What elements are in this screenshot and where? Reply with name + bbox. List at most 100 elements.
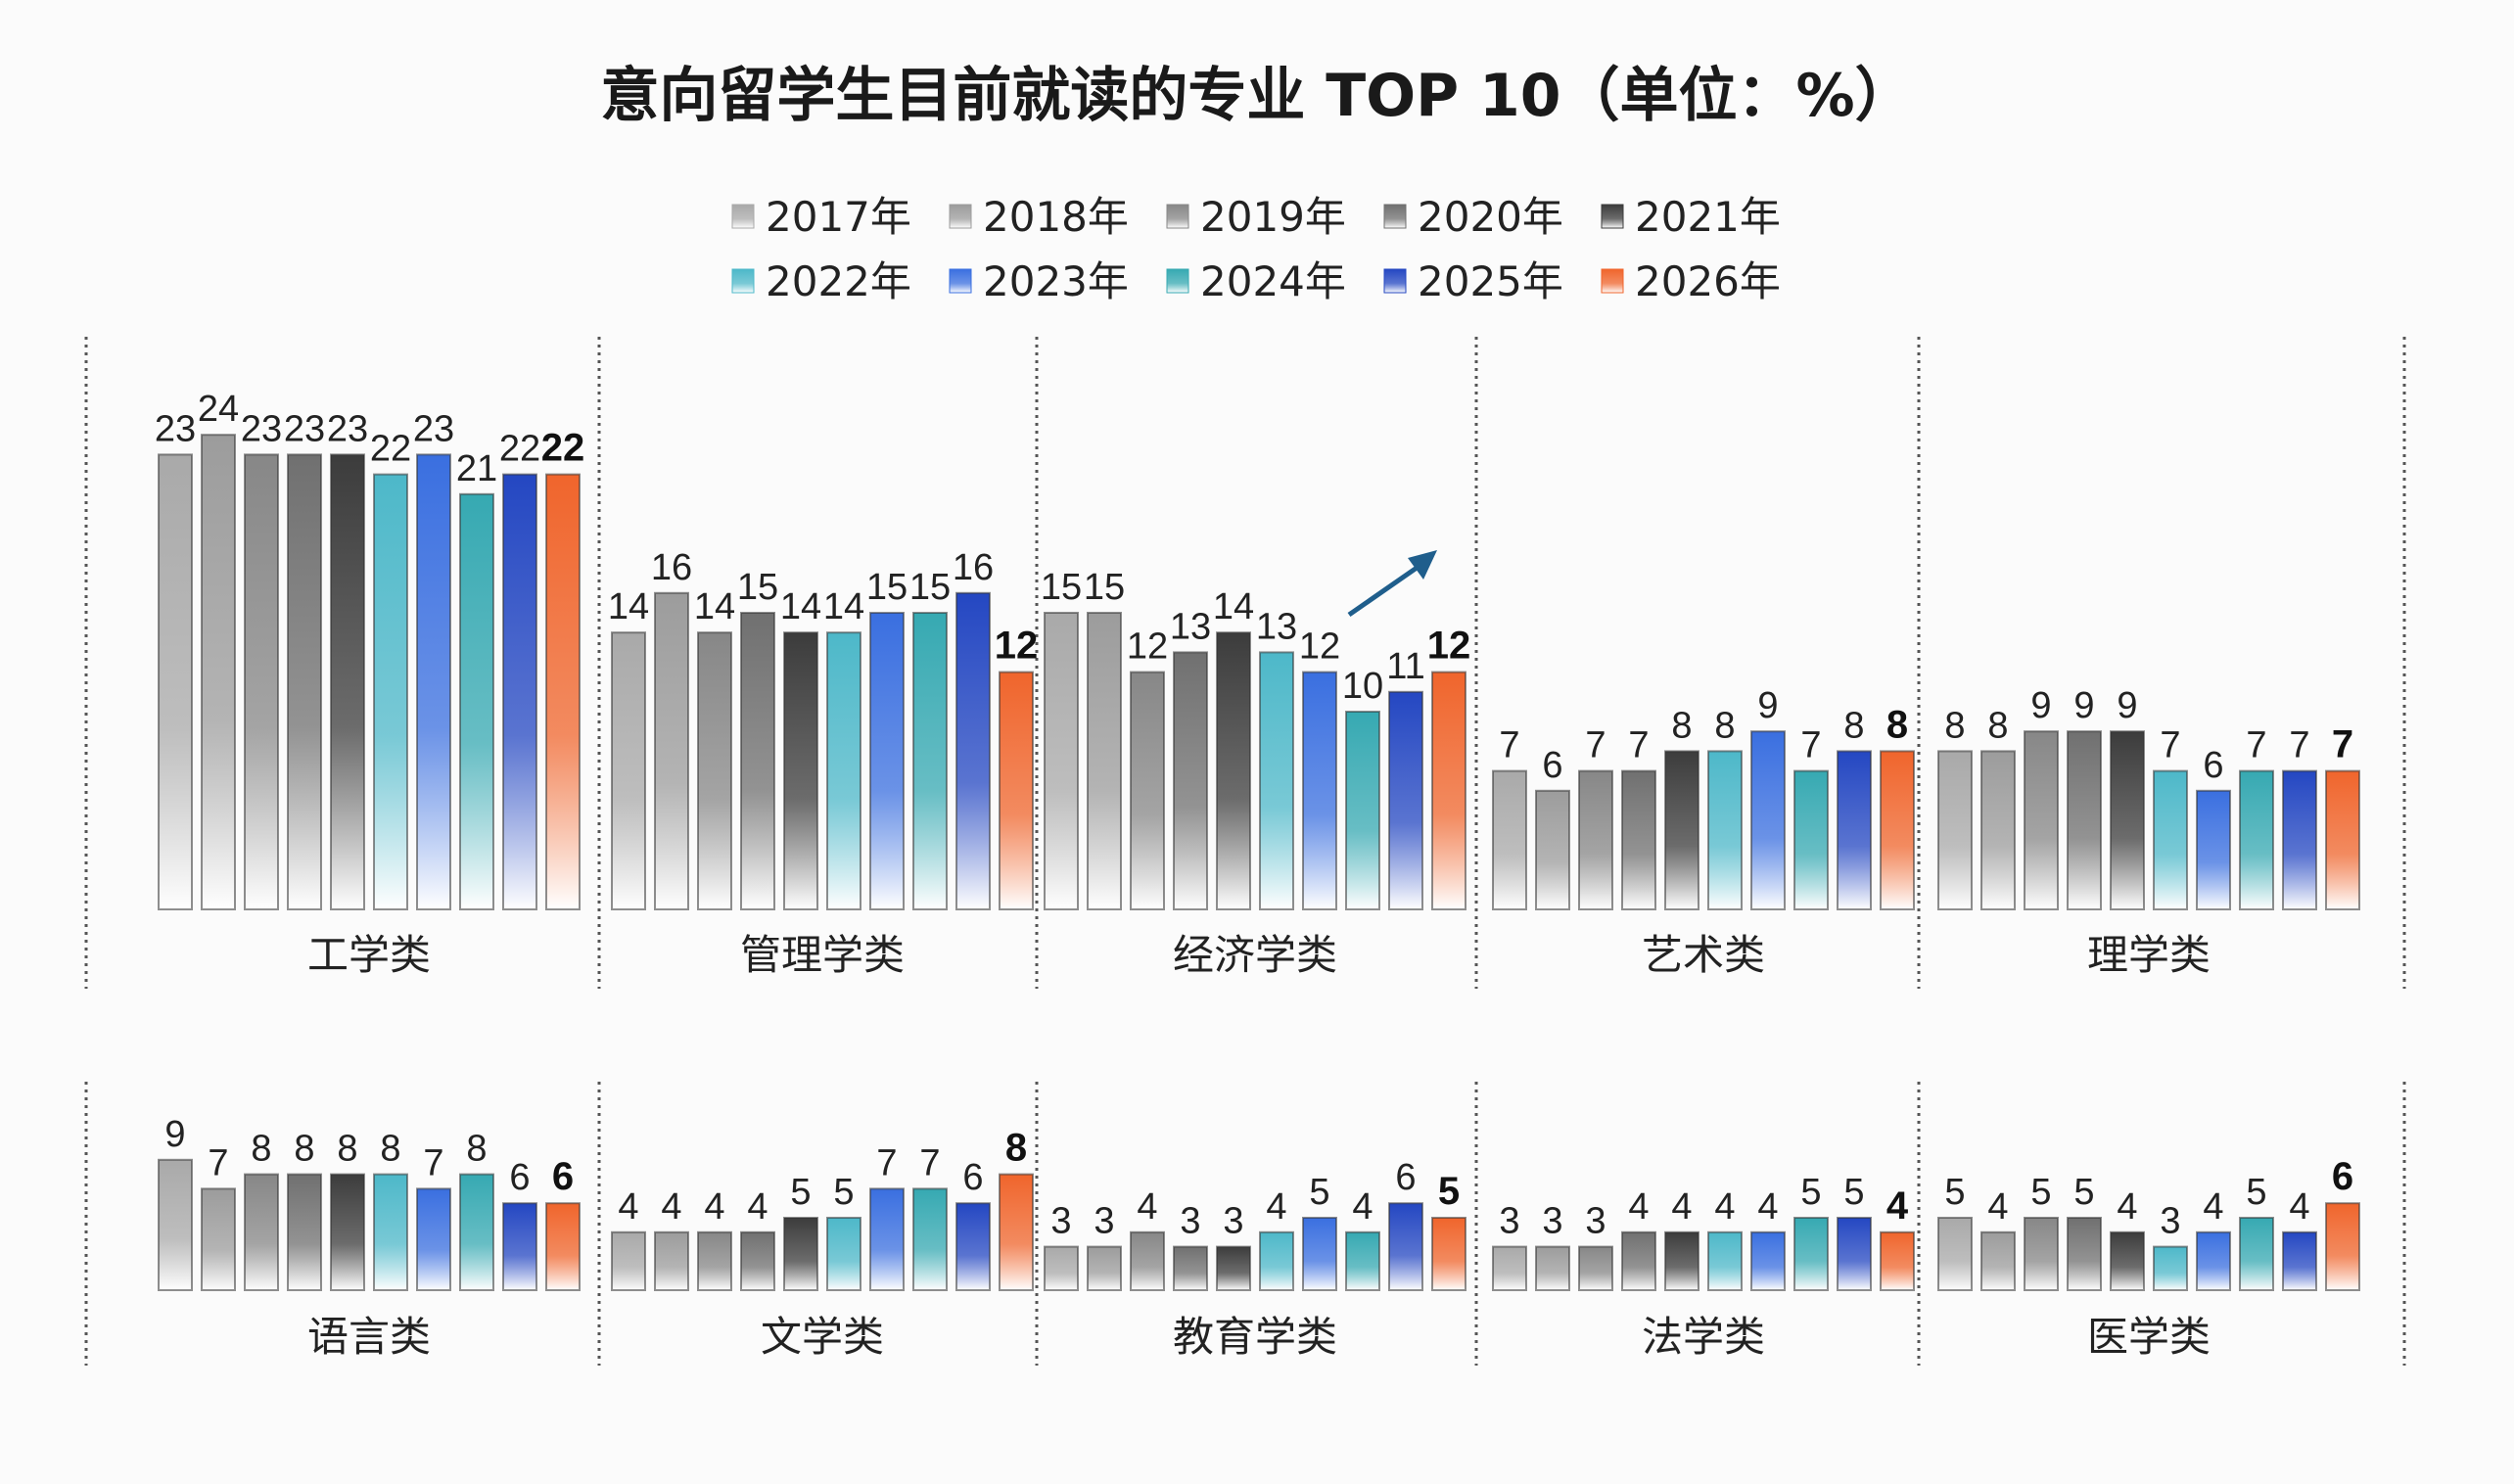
- data-label: 9: [2030, 685, 2051, 726]
- bar-2020年: [740, 612, 775, 910]
- legend-label: 2026年: [1635, 257, 1781, 305]
- bar-2020年: [1173, 651, 1208, 911]
- data-label: 14: [1213, 586, 1254, 627]
- bar-2019年: [2024, 730, 2059, 911]
- bar-2024年: [459, 492, 494, 910]
- data-label: 23: [155, 408, 196, 449]
- legend-swatch: [731, 204, 755, 229]
- legend-swatch: [949, 268, 972, 294]
- data-label: 14: [608, 586, 649, 627]
- data-label: 4: [1987, 1186, 2008, 1228]
- legend-swatch: [1601, 268, 1624, 294]
- data-label: 5: [2246, 1172, 2266, 1213]
- data-label: 12: [1427, 625, 1471, 668]
- bar-2017年: [1044, 612, 1079, 910]
- data-label: 4: [704, 1186, 724, 1228]
- legend: 2017年 2018年 2019年 2020年 2021年 2022年 2023年 2024年…: [731, 193, 1781, 305]
- category-label: 理学类: [2087, 931, 2211, 979]
- legend-label: 2024年: [1200, 257, 1346, 305]
- data-label: 22: [541, 427, 585, 470]
- bar-2024年: [1793, 1217, 1829, 1291]
- bar-2025年: [1388, 1202, 1423, 1291]
- legend-item: 2018年: [949, 193, 1129, 241]
- data-label: 8: [1005, 1127, 1027, 1170]
- legend-item: 2021年: [1601, 193, 1781, 241]
- bar-2023年: [869, 1187, 905, 1292]
- data-label: 4: [1266, 1186, 1286, 1228]
- data-label: 7: [1585, 725, 1606, 766]
- bar-2023年: [1750, 1230, 1786, 1292]
- data-label: 3: [1050, 1201, 1071, 1242]
- data-label: 8: [337, 1129, 357, 1170]
- bar-2019年: [697, 1230, 732, 1292]
- data-label: 8: [466, 1129, 487, 1170]
- legend-swatch: [1383, 268, 1407, 294]
- bar-2021年: [1664, 1230, 1699, 1292]
- data-label: 7: [1499, 725, 1519, 766]
- bar-2017年: [1492, 769, 1527, 910]
- chart-title: 意向留学生目前就读的专业 TOP 10（单位：%）: [600, 62, 1913, 130]
- category-label: 医学类: [2087, 1313, 2211, 1361]
- data-label: 4: [618, 1186, 638, 1228]
- legend-swatch: [731, 268, 755, 294]
- bar-2018年: [654, 591, 689, 910]
- data-label: 5: [2073, 1172, 2094, 1213]
- bar-2026年: [1431, 1217, 1466, 1291]
- data-label: 6: [1542, 745, 1562, 786]
- data-label: 8: [294, 1129, 314, 1170]
- bar-2026年: [2325, 1202, 2360, 1291]
- data-label: 4: [1137, 1186, 1157, 1228]
- bar-2023年: [869, 612, 905, 910]
- bar-2022年: [826, 631, 861, 910]
- data-label: 3: [1223, 1201, 1243, 1242]
- data-label: 7: [2289, 725, 2309, 766]
- bar-2026年: [999, 1173, 1034, 1291]
- legend-item: 2026年: [1601, 257, 1781, 305]
- data-label: 8: [380, 1129, 400, 1170]
- data-label: 8: [1843, 705, 1864, 746]
- bar-2018年: [1980, 1230, 2016, 1292]
- bar-2023年: [1302, 1217, 1337, 1291]
- legend-item: 2023年: [949, 257, 1129, 305]
- bar-2024年: [459, 1173, 494, 1291]
- bar-2018年: [1087, 1245, 1122, 1291]
- data-label: 7: [2160, 725, 2180, 766]
- data-label: 15: [909, 567, 951, 608]
- bar-2025年: [2282, 769, 2317, 910]
- data-label: 9: [2117, 685, 2137, 726]
- bar-2018年: [654, 1230, 689, 1292]
- bar-2021年: [783, 631, 818, 910]
- bar-2026年: [545, 473, 581, 910]
- bar-2021年: [1216, 1245, 1251, 1291]
- data-label: 15: [1041, 567, 1082, 608]
- bar-2026年: [545, 1202, 581, 1291]
- data-label: 5: [1438, 1170, 1460, 1213]
- data-label: 7: [1800, 725, 1821, 766]
- category-label: 经济学类: [1173, 931, 1337, 979]
- legend-label: 2023年: [983, 257, 1129, 305]
- data-label: 5: [833, 1172, 854, 1213]
- data-label: 7: [2332, 723, 2353, 766]
- data-label: 23: [413, 408, 454, 449]
- data-label: 8: [1886, 703, 1908, 746]
- data-label: 16: [953, 547, 994, 588]
- data-label: 3: [1542, 1201, 1562, 1242]
- bar-2021年: [330, 1173, 365, 1291]
- bar-2026年: [999, 671, 1034, 910]
- bar-2017年: [1492, 1245, 1527, 1291]
- data-label: 14: [823, 586, 864, 627]
- bar-2024年: [912, 612, 948, 910]
- data-label: 9: [164, 1114, 185, 1155]
- data-label: 6: [2203, 745, 2223, 786]
- bar-2023年: [416, 1187, 451, 1292]
- legend-label: 2017年: [766, 193, 911, 241]
- bar-2022年: [373, 473, 408, 910]
- data-label: 14: [694, 586, 735, 627]
